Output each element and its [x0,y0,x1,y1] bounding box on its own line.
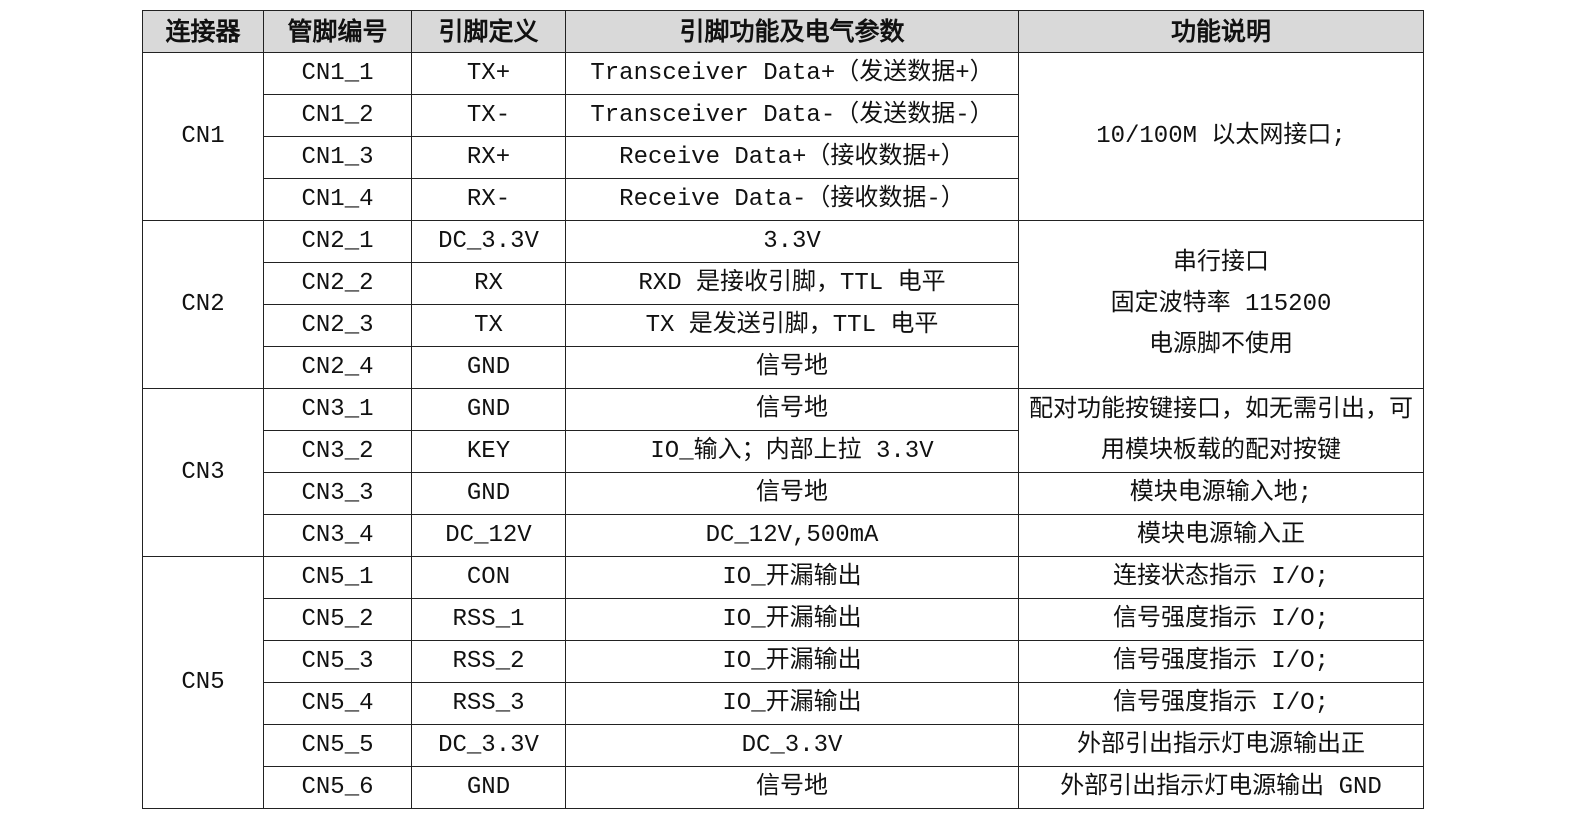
table-row: CN5_3 RSS_2 IO_开漏输出 信号强度指示 I/O; [143,640,1424,683]
connector-cell: CN3 [142,388,264,557]
pin-definition-cell: DC_3.3V [411,220,566,263]
pin-definition-cell: TX- [411,94,566,137]
pin-definition-cell: TX+ [411,52,566,95]
pin-definition-cell: RX+ [411,136,566,179]
pin-definition-cell: GND [411,346,566,389]
pin-definition-cell: GND [411,388,566,431]
table-row: CN5 CN5_1 CON IO_开漏输出 连接状态指示 I/O; [142,556,1424,809]
description-cell: 模块电源输入地; [1018,472,1424,515]
pin-number-cell: CN2_2 [263,262,412,305]
pin-function-cell: 信号地 [565,766,1019,809]
table-row: CN1 CN1_1 TX+ Transceiver Data+（发送数据+） 10/10… [142,52,1424,221]
table-row: CN5_4 RSS_3 IO_开漏输出 信号强度指示 I/O; [143,682,1424,725]
pin-function-cell: 信号地 [565,346,1019,389]
table-row: CN5_2 RSS_1 IO_开漏输出 信号强度指示 I/O; [143,598,1424,641]
pin-number-cell: CN3_4 [263,514,412,557]
pin-definition-cell: GND [411,766,566,809]
table-row: CN2_2 RX RXD 是接收引脚，TTL 电平 [143,262,1424,305]
description-cell: 信号强度指示 I/O; [1018,682,1424,725]
table-row: CN3_3 GND 信号地 模块电源输入地; [143,472,1424,515]
description-cell: 模块电源输入正 [1018,514,1424,557]
pin-function-cell: RXD 是接收引脚，TTL 电平 [565,262,1019,305]
table-row: CN5_6 GND 信号地 外部引出指示灯电源输出 GND [143,766,1424,809]
pin-number-cell: CN2_3 [263,304,412,347]
pin-number-cell: CN1_3 [263,136,412,179]
description-cell: 10/100M 以太网接口; [1018,52,1424,221]
table-row: CN3_4 DC_12V DC_12V,500mA 模块电源输入正 [143,514,1424,557]
pin-function-cell: IO_输入；内部上拉 3.3V [565,430,1019,473]
connector-cell: CN5 [142,556,264,809]
description-cell: 串行接口 固定波特率 115200 电源脚不使用 [1018,220,1424,389]
pin-function-cell: DC_12V,500mA [565,514,1019,557]
pin-number-cell: CN1_2 [263,94,412,137]
pin-function-cell: Receive Data-（接收数据-） [565,178,1019,221]
connector-cell: CN2 [142,220,264,389]
pin-number-cell: CN5_2 [263,598,412,641]
table-body: CN1 CN1_1 TX+ Transceiver Data+（发送数据+） 10/10… [142,52,1424,809]
pin-definition-cell: RX [411,262,566,305]
pin-number-cell: CN1_1 [263,52,412,95]
pin-function-cell: DC_3.3V [565,724,1019,767]
pin-function-cell: 3.3V [565,220,1019,263]
connector-cell: CN1 [142,52,264,221]
pin-definition-cell: KEY [411,430,566,473]
description-cell: 外部引出指示灯电源输出正 [1018,724,1424,767]
pin-definition-cell: RSS_3 [411,682,566,725]
pin-number-cell: CN5_5 [263,724,412,767]
pin-function-cell: 信号地 [565,472,1019,515]
pin-number-cell: CN2_1 [263,220,412,263]
pin-definition-cell: RX- [411,178,566,221]
pin-function-cell: IO_开漏输出 [565,556,1019,599]
header-pin-number: 管脚编号 [263,10,412,53]
header-pin-definition: 引脚定义 [411,10,566,53]
table-row: CN3_2 KEY IO_输入；内部上拉 3.3V [143,430,1424,473]
pin-number-cell: CN5_1 [263,556,412,599]
pin-number-cell: CN5_3 [263,640,412,683]
table-row: CN2 CN2_1 DC_3.3V 3.3V 串行接口 固定波特率 115200 电源脚不使… [142,220,1424,389]
pin-function-cell: IO_开漏输出 [565,640,1019,683]
pin-definition-cell: TX [411,304,566,347]
description-cell: 连接状态指示 I/O; [1018,556,1424,599]
description-cell: 信号强度指示 I/O; [1018,640,1424,683]
table-row: CN5_5 DC_3.3V DC_3.3V 外部引出指示灯电源输出正 [143,724,1424,767]
pin-function-cell: IO_开漏输出 [565,598,1019,641]
pin-definition-cell: DC_12V [411,514,566,557]
description-cell: 外部引出指示灯电源输出 GND [1018,766,1424,809]
table-row: CN2_4 GND 信号地 [143,346,1424,389]
pin-function-cell: Transceiver Data+（发送数据+） [565,52,1019,95]
pin-definition-cell: CON [411,556,566,599]
pin-definition-table: 连接器 管脚编号 引脚定义 引脚功能及电气参数 功能说明 CN1 CN1_1 TX+… [142,10,1424,809]
table-row: CN3 CN3_1 GND 信号地 配对功能按键接口，如无需引出，可用模块板载的配对按键 [142,388,1424,557]
pin-number-cell: CN5_6 [263,766,412,809]
pin-function-cell: IO_开漏输出 [565,682,1019,725]
pin-function-cell: Transceiver Data-（发送数据-） [565,94,1019,137]
pin-number-cell: CN3_1 [263,388,412,431]
header-pin-function: 引脚功能及电气参数 [565,10,1019,53]
pin-number-cell: CN3_2 [263,430,412,473]
table-row: CN2_3 TX TX 是发送引脚，TTL 电平 [143,304,1424,347]
pin-definition-cell: GND [411,472,566,515]
pin-number-cell: CN1_4 [263,178,412,221]
pin-definition-cell: DC_3.3V [411,724,566,767]
pin-function-cell: TX 是发送引脚，TTL 电平 [565,304,1019,347]
pin-definition-cell: RSS_1 [411,598,566,641]
pin-definition-cell: RSS_2 [411,640,566,683]
pin-number-cell: CN5_4 [263,682,412,725]
table-row: CN1_4 RX- Receive Data-（接收数据-） [143,178,1424,221]
header-description: 功能说明 [1018,10,1424,53]
pin-number-cell: CN2_4 [263,346,412,389]
table-row: CN1_2 TX- Transceiver Data-（发送数据-） [143,94,1424,137]
pin-function-cell: Receive Data+（接收数据+） [565,136,1019,179]
pin-number-cell: CN3_3 [263,472,412,515]
description-cell: 配对功能按键接口，如无需引出，可用模块板载的配对按键 [1018,388,1424,473]
description-cell: 信号强度指示 I/O; [1018,598,1424,641]
pin-function-cell: 信号地 [565,388,1019,431]
header-connector: 连接器 [142,10,264,53]
header-row: 连接器 管脚编号 引脚定义 引脚功能及电气参数 功能说明 [142,10,1424,53]
